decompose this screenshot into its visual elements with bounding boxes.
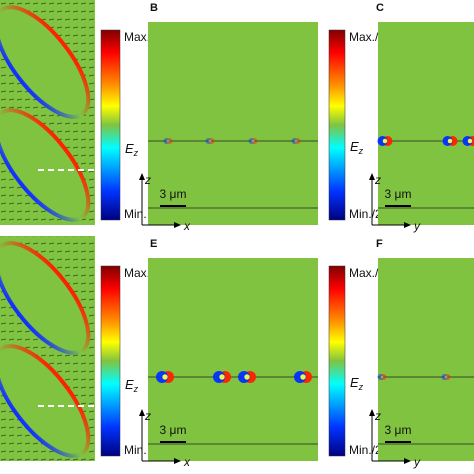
field-background <box>148 258 318 461</box>
symbol-subscript: z <box>133 384 139 394</box>
dipole-red <box>294 138 301 144</box>
nanoparticle <box>0 108 91 222</box>
dipole-core <box>166 139 170 143</box>
axis-label: z <box>144 173 151 187</box>
axis-label: z <box>144 409 151 423</box>
colorbar <box>328 265 346 457</box>
arrow-head <box>369 173 375 180</box>
dipole-core <box>300 374 306 380</box>
dipole-red <box>166 138 173 144</box>
axis-label: x <box>183 455 191 469</box>
symbol-main: E <box>350 375 359 390</box>
dipole-core <box>162 374 168 380</box>
colorbar-max: Max./2 <box>349 266 385 280</box>
axis-label: x <box>183 219 191 233</box>
dipole-core <box>447 138 453 144</box>
arrow-head <box>404 458 411 464</box>
symbol-subscript: z <box>358 146 364 156</box>
dipole-core <box>467 138 473 144</box>
colorbar <box>328 29 346 221</box>
dipole-blue <box>291 138 298 144</box>
panel-label: F <box>376 238 383 250</box>
scale-label: 3 μm <box>385 187 412 201</box>
panel-label: B <box>150 2 158 14</box>
dipole-blue <box>205 138 212 144</box>
dipole-core <box>444 375 448 379</box>
dipole-core <box>219 374 225 380</box>
dipole-red <box>208 138 215 144</box>
dipole-blue <box>442 136 453 146</box>
nanoparticle <box>0 5 91 119</box>
panel-label: C <box>376 2 384 14</box>
colorbar-min: Min./2 <box>349 443 382 457</box>
dipole-core <box>382 138 388 144</box>
dipole-blue <box>238 371 250 383</box>
colorbar-min: Min. <box>124 443 147 457</box>
colorbar <box>100 29 121 221</box>
colorbar-min: Min. <box>124 207 147 221</box>
arrow-head <box>174 458 181 464</box>
axis-label: z <box>374 173 381 187</box>
dipole-core <box>208 139 212 143</box>
panel-label: E <box>150 238 157 250</box>
symbol-main: E <box>125 377 134 392</box>
dipole-blue <box>377 136 388 146</box>
colorbar-max: Max./2 <box>349 30 385 44</box>
axis-label: z <box>374 409 381 423</box>
arrow-head <box>139 409 145 416</box>
dipole-blue <box>248 138 255 144</box>
scale-label: 3 μm <box>385 423 412 437</box>
colorbar-min: Min./2 <box>349 207 382 221</box>
field-symbol: Ez <box>350 375 364 392</box>
symbol-main: E <box>125 141 134 156</box>
field-symbol: Ez <box>125 141 139 158</box>
symbol-subscript: z <box>133 148 139 158</box>
panel-a <box>0 0 95 225</box>
dipole-blue <box>462 136 473 146</box>
dipole-blue <box>163 138 170 144</box>
arrow-head <box>404 222 411 228</box>
colorbar-max: Max. <box>124 30 150 44</box>
dipole-core <box>251 139 255 143</box>
arrow-head <box>369 409 375 416</box>
colorbar <box>100 265 121 457</box>
dipole-blue <box>156 371 168 383</box>
axis-label: y <box>413 219 421 233</box>
dipole-blue <box>294 371 306 383</box>
dipole-core <box>380 375 384 379</box>
dipole-blue <box>213 371 225 383</box>
scale-label: 3 μm <box>160 187 187 201</box>
dipole-red <box>251 138 258 144</box>
axis-label: y <box>413 455 421 469</box>
dipole-blue <box>441 374 448 380</box>
field-background <box>378 258 474 461</box>
symbol-main: E <box>350 139 359 154</box>
arrow-head <box>174 222 181 228</box>
dipole-core <box>294 139 298 143</box>
nanoparticle <box>0 344 91 458</box>
field-symbol: Ez <box>125 377 139 394</box>
nanoparticle <box>0 241 91 355</box>
symbol-subscript: z <box>358 382 364 392</box>
dipole-blue <box>377 374 384 380</box>
field-background <box>378 22 474 225</box>
field-symbol: Ez <box>350 139 364 156</box>
dipole-core <box>244 374 250 380</box>
arrow-head <box>139 173 145 180</box>
scale-label: 3 μm <box>160 423 187 437</box>
colorbar-max: Max. <box>124 266 150 280</box>
panel-a <box>0 236 95 461</box>
field-background <box>148 22 318 225</box>
